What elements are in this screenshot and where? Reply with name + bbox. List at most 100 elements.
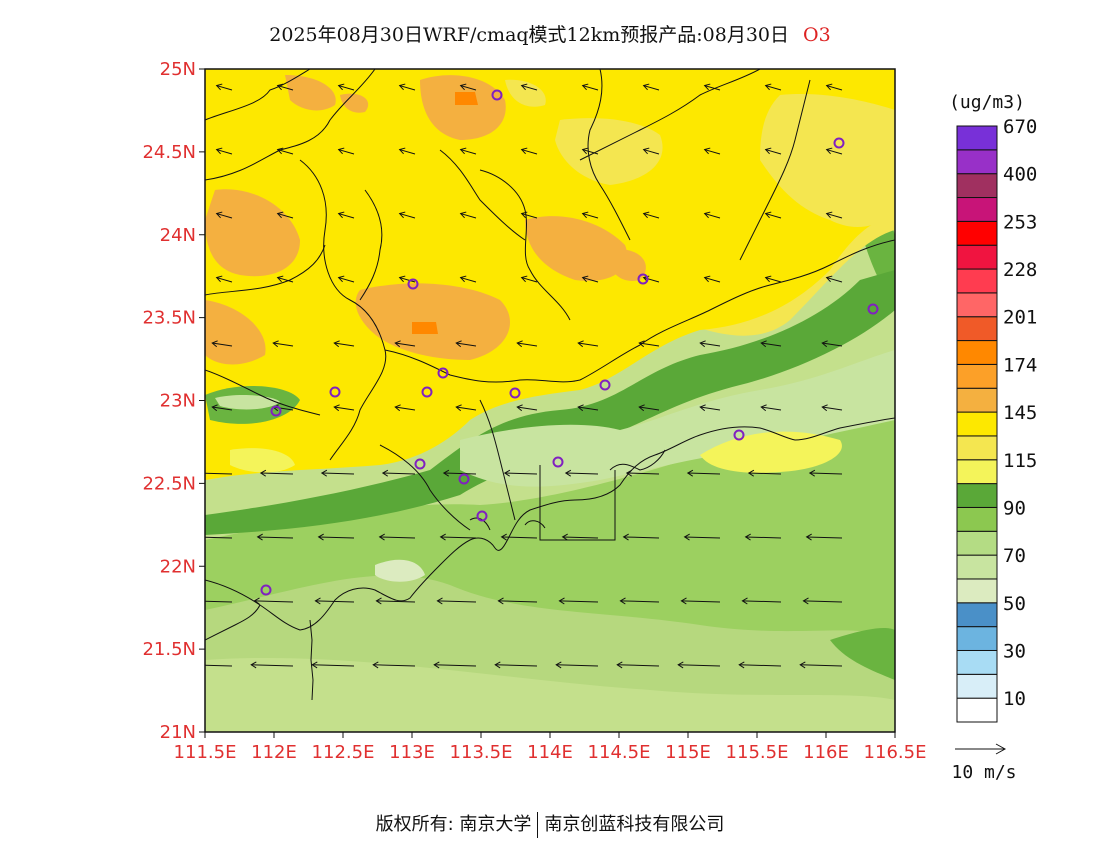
colorbar-swatch <box>956 697 998 723</box>
lat-tick-label: 22.5N <box>142 473 196 494</box>
wind-arrow <box>703 147 721 155</box>
wind-arrow <box>497 597 538 605</box>
lat-tick-label: 24N <box>160 225 196 246</box>
lat-tick-label: 21.5N <box>142 639 196 660</box>
wind-arrow <box>394 340 416 348</box>
wind-arrow <box>622 533 660 541</box>
copyright-left: 版权所有: 南京大学 <box>375 814 532 835</box>
colorbar-swatch <box>956 173 998 199</box>
lat-tick-label: 23N <box>160 391 196 412</box>
station-marker <box>407 278 419 290</box>
wind-arrow <box>805 533 843 541</box>
colorbar-swatch <box>956 220 998 246</box>
lat-tick-label: 22N <box>160 556 196 577</box>
wind-arrow <box>821 404 843 412</box>
station-marker <box>509 387 521 399</box>
wind-arrow <box>459 275 477 283</box>
copyright-right: 南京创蓝科技有限公司 <box>544 814 725 835</box>
station-marker <box>260 584 272 596</box>
wind-arrow <box>500 533 538 541</box>
colorbar-label: 10 <box>1003 688 1026 710</box>
wind-arrow <box>436 597 477 605</box>
wind-arrow <box>799 661 843 669</box>
colorbar-label: 174 <box>1003 354 1037 376</box>
station-marker <box>637 273 649 285</box>
lat-tick-label: 25N <box>160 59 196 80</box>
wind-arrow <box>337 211 355 219</box>
wind-arrow <box>677 661 721 669</box>
colorbar-swatch <box>956 387 998 413</box>
lon-tick-label: 114.5E <box>588 742 651 763</box>
wind-arrow <box>215 83 233 91</box>
colorbar-swatch <box>956 602 998 628</box>
wind-arrow <box>394 404 416 412</box>
wind-arrow <box>253 597 294 605</box>
wind-arrow <box>211 340 233 348</box>
title-main: 2025年08月30日WRF/cmaq模式12km预报产品:08月30日 <box>269 24 790 46</box>
wind-arrow <box>581 147 599 155</box>
wind-arrow <box>250 661 294 669</box>
lon-tick-label: 114E <box>527 742 573 763</box>
colorbar-swatch <box>956 578 998 604</box>
station-marker <box>421 386 433 398</box>
wind-arrow <box>320 469 355 477</box>
wind-arrow <box>683 533 721 541</box>
colorbar-swatch <box>956 411 998 437</box>
wind-arrow <box>314 597 355 605</box>
wind-arrow <box>520 147 538 155</box>
wind-arrow <box>459 147 477 155</box>
station-marker <box>733 429 745 441</box>
wind-arrow <box>215 211 233 219</box>
map-title: 2025年08月30日WRF/cmaq模式12km预报产品:08月30日 O3 <box>0 20 1100 47</box>
wind-arrow <box>764 275 782 283</box>
wind-arrow <box>317 533 355 541</box>
wind-arrow <box>211 404 233 412</box>
colorbar-swatch <box>956 340 998 365</box>
wind-arrow <box>642 211 660 219</box>
wind-arrow <box>520 83 538 91</box>
wind-reference-label: 10 m/s <box>951 762 1016 783</box>
colorbar-label: 670 <box>1003 116 1037 138</box>
lat-tick-label: 21N <box>160 722 196 743</box>
wind-arrow <box>333 404 355 412</box>
wind-arrow <box>747 469 782 477</box>
wind-arrow <box>825 83 843 91</box>
lon-tick-label: 115E <box>665 742 711 763</box>
lon-tick-label: 115.5E <box>726 742 789 763</box>
wind-arrow <box>333 340 355 348</box>
colorbar-swatch <box>956 149 998 175</box>
wind-arrow <box>619 597 660 605</box>
lon-tick-label: 116.5E <box>864 742 927 763</box>
wind-arrow <box>276 211 294 219</box>
wind-arrow <box>259 469 294 477</box>
wind-arrow <box>642 83 660 91</box>
wind-arrow <box>703 211 721 219</box>
station-marker <box>552 456 564 468</box>
concentration-field <box>205 69 895 732</box>
wind-arrow <box>205 664 233 667</box>
colorbar-swatch <box>956 316 998 342</box>
wind-arrow <box>276 275 294 283</box>
wind-arrow <box>699 404 721 412</box>
colorbar-swatch <box>956 626 998 651</box>
title-variable: O3 <box>803 24 831 46</box>
wind-arrow <box>764 147 782 155</box>
wind-arrow <box>459 83 477 91</box>
wind-arrow <box>459 211 477 219</box>
wind-arrow <box>516 340 538 348</box>
lon-tick-label: 112E <box>251 742 297 763</box>
wind-arrow <box>703 275 721 283</box>
colorbar-label: 228 <box>1003 259 1037 281</box>
wind-arrow <box>337 147 355 155</box>
colorbar-swatch <box>956 459 998 485</box>
colorbar-swatch <box>956 554 998 580</box>
colorbar-label: 70 <box>1003 545 1026 567</box>
station-marker <box>867 303 879 315</box>
wind-arrow <box>398 211 416 219</box>
wind-arrow <box>503 469 538 477</box>
wind-arrow <box>642 147 660 155</box>
wind-arrow <box>825 275 843 283</box>
wind-arrow <box>577 404 599 412</box>
wind-arrow <box>760 340 782 348</box>
wind-arrow <box>638 340 660 348</box>
